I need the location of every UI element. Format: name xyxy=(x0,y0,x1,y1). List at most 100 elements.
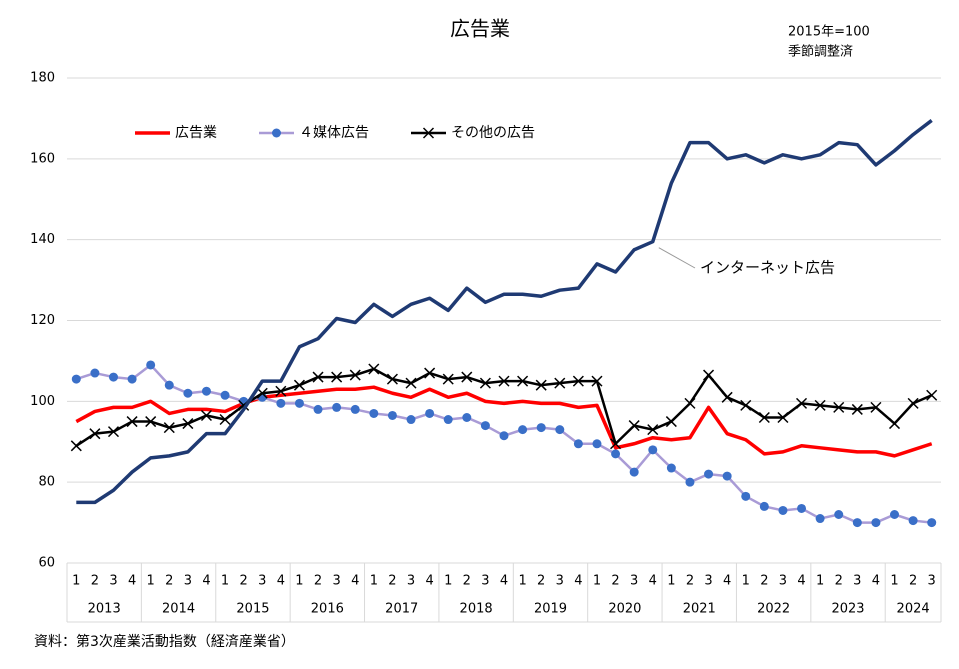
marker xyxy=(555,425,565,435)
marker xyxy=(425,408,435,418)
year-label: 2020 xyxy=(608,602,641,617)
marker xyxy=(704,469,714,479)
series-line xyxy=(75,385,933,458)
marker xyxy=(350,404,360,414)
marker xyxy=(90,368,100,378)
x-tick-label: 1 xyxy=(295,574,303,589)
marker xyxy=(927,518,937,528)
y-tick-label: 180 xyxy=(30,71,55,86)
subtitle: 2015年=100 xyxy=(788,25,870,40)
marker xyxy=(424,367,436,379)
marker xyxy=(777,411,789,424)
legend-label: その他の広告 xyxy=(451,125,535,141)
x-tick-label: 1 xyxy=(667,574,675,589)
y-tick-label: 60 xyxy=(38,556,55,571)
x-tick-label: 4 xyxy=(649,574,657,589)
marker xyxy=(852,518,862,528)
marker xyxy=(908,516,918,526)
marker xyxy=(888,418,901,430)
marker xyxy=(666,463,676,473)
x-tick-label: 1 xyxy=(890,574,898,589)
marker xyxy=(462,413,472,422)
x-tick-label: 4 xyxy=(277,574,285,589)
x-tick-label: 3 xyxy=(332,574,340,589)
marker xyxy=(332,402,342,412)
marker xyxy=(741,491,751,501)
x-tick-label: 3 xyxy=(779,574,787,589)
legend-marker xyxy=(272,128,281,138)
x-tick-label: 1 xyxy=(518,574,526,589)
marker xyxy=(276,398,286,408)
marker xyxy=(871,518,881,528)
marker xyxy=(349,369,361,381)
year-label: 2016 xyxy=(311,602,344,617)
x-tick-label: 4 xyxy=(574,574,582,589)
marker xyxy=(665,416,677,428)
year-label: 2018 xyxy=(460,602,493,617)
x-tick-label: 2 xyxy=(760,574,768,589)
marker xyxy=(108,372,118,382)
marker xyxy=(387,410,397,420)
x-tick-label: 3 xyxy=(630,574,638,589)
x-tick-label: 3 xyxy=(704,574,712,589)
x-tick-label: 3 xyxy=(407,574,415,589)
marker xyxy=(722,471,732,481)
year-label: 2021 xyxy=(683,602,716,617)
x-tick-label: 3 xyxy=(853,574,861,589)
x-tick-label: 3 xyxy=(481,574,489,589)
y-tick-label: 80 xyxy=(38,475,55,490)
x-tick-label: 3 xyxy=(109,574,117,589)
x-tick-label: 1 xyxy=(370,574,378,589)
source: 資料：第3次産業活動指数（経済産業省） xyxy=(34,633,295,650)
x-tick-label: 1 xyxy=(444,574,452,589)
y-tick-label: 120 xyxy=(30,313,55,328)
x-tick-label: 2 xyxy=(240,574,248,589)
legend-label: ４媒体広告 xyxy=(299,125,369,141)
marker xyxy=(499,431,509,441)
x-tick-label: 4 xyxy=(500,574,508,589)
marker xyxy=(591,375,603,387)
marker xyxy=(758,411,770,424)
x-tick-label: 2 xyxy=(165,574,173,589)
marker xyxy=(592,439,602,449)
marker xyxy=(220,390,230,400)
year-label: 2024 xyxy=(897,602,930,617)
marker xyxy=(312,371,324,383)
marker xyxy=(313,404,323,414)
year-label: 2022 xyxy=(757,602,790,617)
x-tick-label: 1 xyxy=(72,574,80,589)
x-tick-label: 3 xyxy=(556,574,564,589)
marker xyxy=(182,418,194,430)
marker xyxy=(778,505,788,515)
series-line xyxy=(76,119,933,505)
marker xyxy=(89,428,101,440)
marker xyxy=(331,371,343,383)
leader-line xyxy=(658,247,696,269)
marker xyxy=(573,439,583,449)
x-tick-label: 3 xyxy=(258,574,266,589)
marker xyxy=(797,503,807,513)
marker xyxy=(554,377,566,389)
marker xyxy=(648,445,658,455)
marker xyxy=(479,377,491,389)
marker xyxy=(126,416,138,428)
marker xyxy=(145,416,157,428)
marker xyxy=(815,514,825,524)
marker xyxy=(851,403,863,415)
subtitle: 季節調整済 xyxy=(788,44,853,60)
x-tick-label: 1 xyxy=(147,574,155,589)
year-label: 2023 xyxy=(831,602,864,617)
x-tick-label: 4 xyxy=(425,574,433,589)
year-label: 2013 xyxy=(88,602,121,617)
x-tick-label: 2 xyxy=(835,574,843,589)
x-tick-label: 2 xyxy=(611,574,619,589)
x-tick-label: 4 xyxy=(797,574,805,589)
legend-label: 広告業 xyxy=(175,125,217,141)
x-tick-label: 4 xyxy=(202,574,210,589)
x-tick-label: 2 xyxy=(388,574,396,589)
marker xyxy=(480,421,490,431)
x-tick-label: 1 xyxy=(816,574,824,589)
marker xyxy=(759,501,769,511)
marker xyxy=(386,373,398,385)
marker xyxy=(870,401,882,413)
